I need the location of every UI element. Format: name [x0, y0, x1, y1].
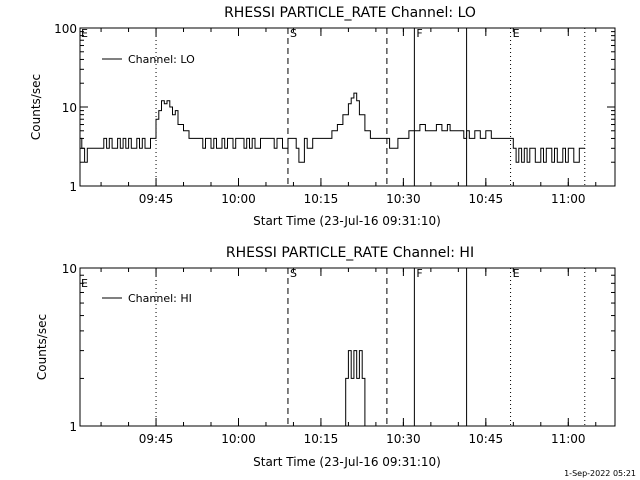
panel-hi-x-tick-label-2: 10:15 [304, 432, 339, 446]
panel-lo: RHESSI PARTICLE_RATE Channel: LO Counts/… [29, 5, 616, 228]
panel-hi-x-tick-label-3: 10:30 [386, 432, 421, 446]
panel-hi-y-axis-label: Counts/sec [35, 314, 49, 380]
panel-hi-x-tick-labels: 09:45 10:00 10:15 10:30 10:45 11:00 [139, 432, 586, 446]
panel-lo-series-line [80, 92, 585, 163]
panel-hi-series-line [342, 350, 366, 427]
panel-lo-x-tick-label-5: 11:00 [551, 192, 586, 206]
panel-hi-title: RHESSI PARTICLE_RATE Channel: HI [226, 245, 474, 261]
panel-lo-x-tick-label-2: 10:15 [304, 192, 339, 206]
panel-lo-y-tick-label-1: 10 [62, 101, 77, 115]
panel-hi-event-label-3: F [416, 267, 422, 280]
panel-lo-event-label-3: F [416, 27, 422, 40]
panel-lo-y-tick-label-0: 1 [69, 180, 77, 194]
panel-hi-x-axis-label: Start Time (23-Jul-16 09:31:10) [253, 455, 441, 469]
panel-lo-y-axis-label: Counts/sec [29, 74, 43, 140]
panel-lo-x-tick-labels: 09:45 10:00 10:15 10:30 10:45 11:00 [139, 192, 586, 206]
panel-hi-event-label-1: S [290, 267, 297, 280]
panel-lo-x-tick-label-1: 10:00 [221, 192, 256, 206]
panel-hi-y-tick-label-0: 1 [69, 420, 77, 434]
panel-hi-axes-frame [79, 267, 616, 427]
panel-hi-y-tick-labels: 1 10 [62, 262, 77, 434]
panel-hi-event-label-5: E [513, 267, 520, 280]
panel-lo-x-axis-label: Start Time (23-Jul-16 09:31:10) [253, 214, 441, 228]
panel-hi-legend-label: Channel: HI [128, 292, 192, 305]
panel-lo-x-tick-label-0: 09:45 [139, 192, 174, 206]
panel-lo-x-tick-label-3: 10:30 [386, 192, 421, 206]
panel-hi-x-tick-label-4: 10:45 [469, 432, 504, 446]
panel-hi-legend: Channel: HI [102, 292, 192, 305]
panel-lo-event-label-1: S [290, 27, 297, 40]
panel-lo-corner-label: E [81, 27, 88, 40]
panel-lo-ticks [80, 27, 615, 187]
panel-lo-y-tick-label-2: 100 [54, 22, 77, 36]
panel-hi-corner-label: E [81, 277, 88, 290]
footer-timestamp: 1-Sep-2022 05:21 [564, 469, 636, 478]
panel-lo-legend-label: Channel: LO [128, 53, 195, 66]
panel-hi-x-tick-label-5: 11:00 [551, 432, 586, 446]
panel-lo-y-tick-labels: 1 10 100 [54, 22, 77, 194]
panel-lo-title: RHESSI PARTICLE_RATE Channel: LO [224, 5, 476, 21]
panel-lo-x-tick-label-4: 10:45 [469, 192, 504, 206]
panel-hi: RHESSI PARTICLE_RATE Channel: HI Counts/… [35, 245, 616, 469]
panel-hi-x-tick-label-0: 09:45 [139, 432, 174, 446]
panel-lo-legend: Channel: LO [102, 53, 195, 66]
panel-hi-y-tick-label-1: 10 [62, 262, 77, 276]
panel-hi-ticks [80, 267, 615, 427]
panel-lo-event-label-5: E [513, 27, 520, 40]
panel-hi-x-tick-label-1: 10:00 [221, 432, 256, 446]
